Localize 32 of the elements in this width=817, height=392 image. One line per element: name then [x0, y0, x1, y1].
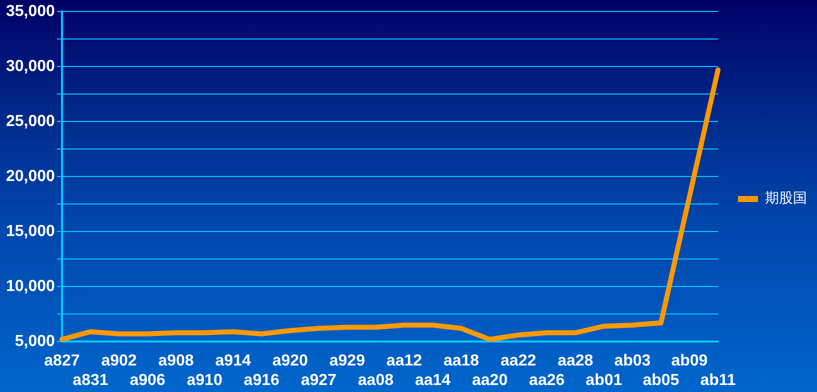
x-tick-label: aa22 [500, 352, 536, 370]
x-tick-label: a827 [44, 352, 80, 370]
x-tick-label: a902 [101, 352, 137, 370]
text: 10,000 [6, 278, 55, 296]
y-tick-label: 15,000 [6, 223, 56, 240]
x-tick-label: a908 [158, 352, 194, 370]
y-tick-label: 20,000 [6, 168, 56, 186]
x-tick-label: a927 [300, 372, 337, 389]
x-tick-label: ab01 [586, 372, 622, 389]
y-tick-label: 25,000 [6, 113, 56, 130]
y-tick-label: 30,000 [6, 58, 56, 76]
x-tick-label: aa12 [386, 352, 422, 370]
x-tick-label: aa14 [414, 372, 451, 389]
x-tick-label: ab03 [614, 352, 651, 370]
x-tick-label: a906 [130, 372, 166, 389]
x-tick-label: aa20 [472, 372, 508, 389]
x-tick-label: ab05 [642, 372, 680, 389]
x-tick-label: a914 [215, 352, 251, 370]
x-tick-label: aa26 [529, 372, 565, 389]
x-tick-label: a910 [186, 372, 222, 389]
x-tick-label: a929 [329, 352, 366, 370]
x-tick-label: a831 [72, 372, 108, 389]
x-tick-label: aa08 [358, 372, 394, 389]
x-tick-label: ab11 [700, 372, 736, 389]
y-tick-label: 35,000 [6, 3, 56, 20]
x-tick-label: a920 [272, 352, 308, 370]
x-tick-label: aa18 [443, 352, 480, 370]
legend-label: 期股国 [765, 190, 807, 207]
x-tick-label: a916 [244, 372, 280, 389]
text: 5,000 [14, 333, 55, 350]
x-tick-label: ab09 [671, 352, 708, 370]
x-tick-label: aa28 [558, 352, 594, 370]
